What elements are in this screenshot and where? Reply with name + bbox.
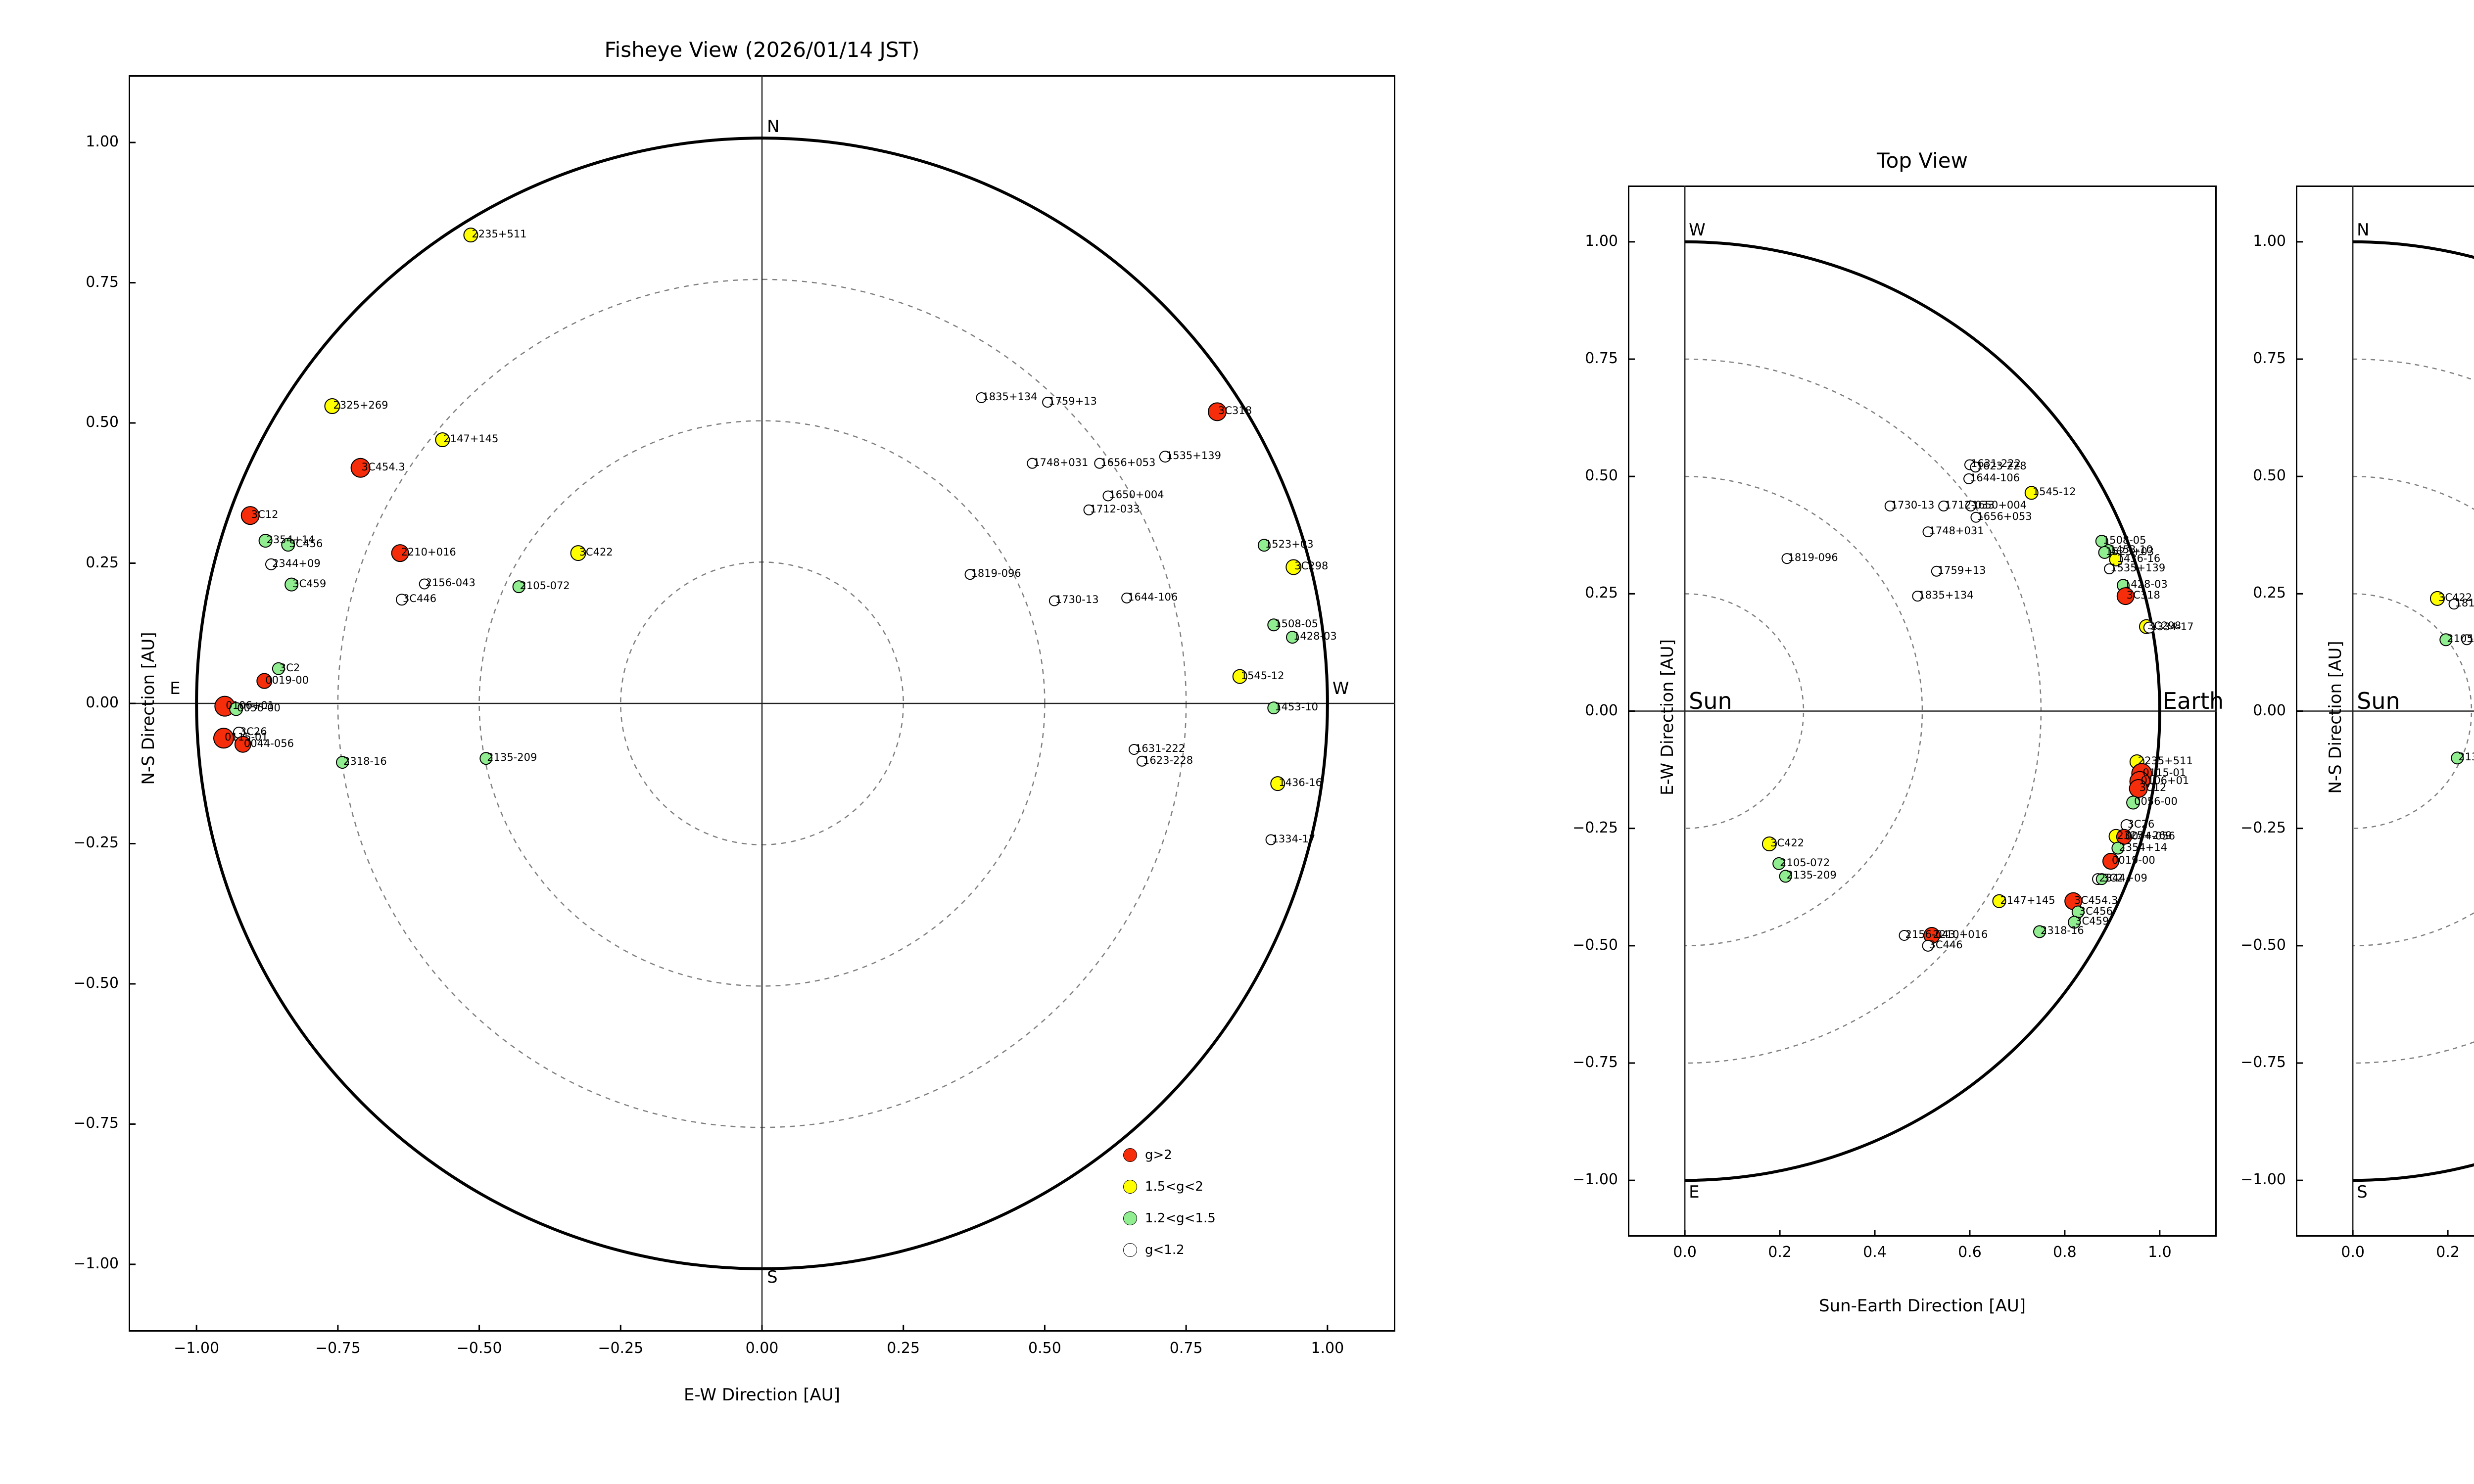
y-tick-label: 0.00	[86, 694, 119, 711]
top-cardinal-label: W	[1689, 220, 1706, 240]
side-view-yaxis-label: N-S Direction [AU]	[2326, 641, 2345, 794]
y-tick-label: −0.75	[73, 1114, 119, 1132]
bottom-cardinal-label: E	[1689, 1182, 1700, 1203]
bottom-cardinal-label: S	[2357, 1182, 2368, 1203]
cardinal-west: W	[1332, 679, 1349, 698]
top-view-panel: Top View 1631-222 1623-228 1644-106 1545-12…	[1572, 143, 2224, 1316]
y-tick-label: 0.75	[2253, 350, 2286, 367]
y-tick-label: −0.50	[2240, 936, 2286, 954]
legend-color-swatch	[1123, 1211, 1137, 1225]
top-view-yaxis-label: E-W Direction [AU]	[1658, 639, 1677, 795]
x-tick-label: 0.2	[1768, 1244, 1792, 1261]
legend-color-swatch	[1123, 1243, 1137, 1257]
x-tick-label: 0.25	[887, 1340, 920, 1357]
legend-entry: g<1.2	[1123, 1243, 1216, 1257]
side-view-xaxis-label: Sun-Earth Direction [AU]	[2296, 1296, 2474, 1316]
y-tick-label: 0.75	[86, 273, 119, 291]
y-tick-label: −0.25	[73, 834, 119, 852]
x-tick-label: 0.0	[2341, 1244, 2365, 1261]
y-tick-label: −1.00	[1572, 1171, 1618, 1189]
y-tick-label: 1.00	[86, 133, 119, 151]
fisheye-panel: Fisheye View (2026/01/14 JST) 2235+511 23…	[73, 30, 1395, 1405]
earth-label: Earth	[2162, 687, 2224, 714]
legend-color-swatch	[1123, 1148, 1137, 1162]
y-tick-label: 0.50	[2253, 467, 2286, 485]
fisheye-xaxis-label: E-W Direction [AU]	[684, 1385, 840, 1405]
y-tick-label: 1.00	[2253, 232, 2286, 250]
y-tick-label: 0.25	[2253, 584, 2286, 602]
legend-entry-label: g>2	[1145, 1148, 1172, 1162]
y-tick-label: 0.50	[86, 414, 119, 431]
y-tick-label: 0.50	[1585, 467, 1618, 485]
sun-label: Sun	[1689, 687, 1732, 714]
legend-entry: 1.2<g<1.5	[1123, 1211, 1216, 1226]
fisheye-plot-area	[129, 75, 1395, 1332]
top-view-plot-area	[1628, 186, 2217, 1237]
x-tick-label: 0.00	[745, 1340, 779, 1357]
side-view-plot-area	[2296, 186, 2474, 1237]
y-tick-label: −1.00	[2240, 1171, 2286, 1189]
y-tick-label: 0.00	[1585, 701, 1618, 719]
legend-entry: g>2	[1123, 1148, 1216, 1162]
x-tick-label: 0.6	[1958, 1244, 1982, 1261]
x-tick-label: 0.50	[1028, 1340, 1061, 1357]
fisheye-title: Fisheye View (2026/01/14 JST)	[604, 38, 920, 62]
y-tick-label: 0.75	[1585, 350, 1618, 367]
fisheye-yaxis-label: N-S Direction [AU]	[139, 632, 158, 785]
top-view-xaxis-label: Sun-Earth Direction [AU]	[1818, 1296, 2026, 1316]
y-tick-label: 0.25	[86, 554, 119, 571]
x-tick-label: 1.0	[2147, 1244, 2172, 1261]
y-tick-label: −0.25	[2240, 819, 2286, 836]
x-tick-label: 0.0	[1673, 1244, 1697, 1261]
y-tick-label: −0.50	[1572, 936, 1618, 954]
y-tick-label: 0.00	[2253, 701, 2286, 719]
x-tick-label: 0.4	[1863, 1244, 1887, 1261]
cardinal-east: E	[170, 679, 181, 698]
y-tick-label: 1.00	[1585, 232, 1618, 250]
cardinal-north: N	[767, 117, 780, 137]
sun-label: Sun	[2357, 687, 2400, 714]
y-tick-label: −1.00	[73, 1254, 119, 1272]
x-tick-label: −1.00	[174, 1340, 220, 1357]
y-tick-label: 0.25	[1585, 584, 1618, 602]
x-tick-label: −0.75	[315, 1340, 361, 1357]
y-tick-label: −0.75	[1572, 1053, 1618, 1071]
y-tick-label: −0.25	[1572, 819, 1618, 836]
x-tick-label: 0.75	[1169, 1340, 1203, 1357]
side-view-panel: Side View 1835+1341759+131748+0311656+05…	[2240, 143, 2474, 1261]
top-cardinal-label: N	[2357, 220, 2370, 240]
x-tick-label: 1.00	[1311, 1340, 1344, 1357]
y-tick-label: −0.50	[73, 974, 119, 992]
fisheye-legend: g>2 1.5<g<2 1.2<g<1.5 g<1.2	[1123, 1148, 1216, 1274]
x-tick-label: 0.8	[2053, 1244, 2077, 1261]
legend-color-swatch	[1123, 1180, 1137, 1194]
legend-entry-label: 1.2<g<1.5	[1145, 1211, 1216, 1226]
legend-entry: 1.5<g<2	[1123, 1179, 1216, 1194]
cardinal-south: S	[767, 1267, 778, 1287]
top-view-title: Top View	[1877, 148, 1968, 173]
side-view-title: Side View	[2296, 148, 2474, 173]
x-tick-label: −0.25	[598, 1340, 644, 1357]
x-tick-label: −0.50	[456, 1340, 502, 1357]
legend-entry-label: g<1.2	[1145, 1243, 1185, 1257]
legend-entry-label: 1.5<g<2	[1145, 1179, 1203, 1194]
x-tick-label: 0.2	[2436, 1244, 2460, 1261]
y-tick-label: −0.75	[2240, 1053, 2286, 1071]
